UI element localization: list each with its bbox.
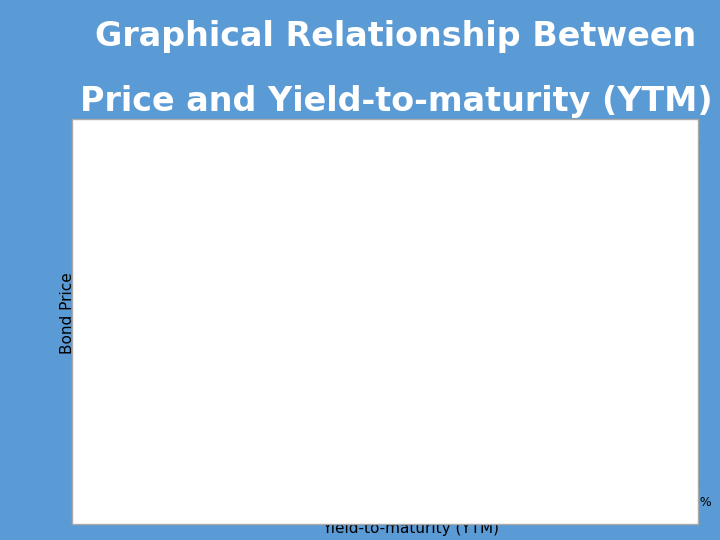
Text: Price and Yield-to-maturity (YTM): Price and Yield-to-maturity (YTM) — [80, 85, 712, 118]
Y-axis label: Bond Price: Bond Price — [60, 272, 75, 354]
X-axis label: Yield-to-maturity (YTM): Yield-to-maturity (YTM) — [322, 521, 499, 536]
Text: Graphical Relationship Between: Graphical Relationship Between — [95, 20, 697, 53]
